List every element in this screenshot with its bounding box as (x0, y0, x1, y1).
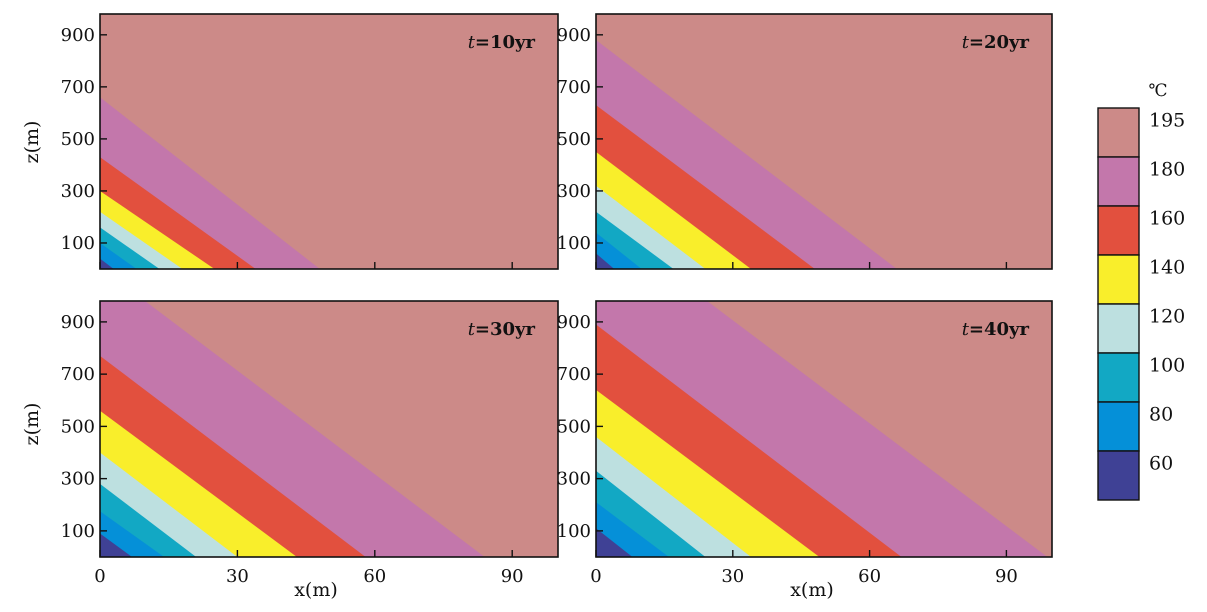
time-label: t=20yr (962, 32, 1030, 53)
colorbar-swatch-60 (1097, 450, 1140, 501)
colorbar: 195 180 160 140 120 100 80 60 ℃ (1097, 81, 1185, 501)
y-tick-label: 100 (61, 521, 95, 542)
band-60 (596, 253, 615, 269)
colorbar-swatch-140 (1097, 254, 1140, 305)
x-tick-label: 30 (226, 566, 249, 587)
band-60 (100, 258, 114, 269)
y-tick-label: 900 (61, 312, 95, 333)
band-60 (100, 533, 133, 557)
panel-2: 100 300 500 700 900 t=20yr (557, 13, 1053, 270)
x-axis-label: x(m) (294, 579, 338, 601)
y-tick-label: 500 (61, 416, 95, 437)
panel-frame (99, 300, 559, 558)
time-label-value: =40yr (969, 319, 1030, 340)
panel-frame (595, 13, 1053, 270)
time-label-t: t (962, 32, 970, 53)
colorbar-swatch-195 (1097, 107, 1140, 158)
x-tick-label: 90 (501, 566, 524, 587)
colorbar-swatch-160 (1097, 205, 1140, 256)
time-label-t: t (468, 32, 476, 53)
panel-frame (99, 13, 559, 270)
time-label-t: t (468, 319, 476, 340)
y-tick-label: 300 (61, 181, 95, 202)
y-tick-label: 300 (557, 181, 591, 202)
y-tick-label: 100 (557, 233, 591, 254)
y-axis-label: z(m) (21, 403, 43, 446)
x-axis-label: x(m) (790, 579, 834, 601)
y-tick-label: 300 (61, 469, 95, 490)
band-80 (596, 232, 642, 269)
band-80 (100, 242, 137, 269)
colorbar-swatch-80 (1097, 401, 1140, 452)
y-tick-label: 700 (61, 77, 95, 98)
time-label-value: =10yr (475, 32, 536, 53)
colorbar-label: 140 (1149, 257, 1185, 279)
colorbar-swatch-120 (1097, 303, 1140, 354)
y-tick-label: 100 (557, 521, 591, 542)
colorbar-unit: ℃ (1148, 81, 1167, 101)
x-tick-label: 90 (995, 566, 1018, 587)
time-label: t=40yr (962, 319, 1030, 340)
colorbar-label: 160 (1149, 208, 1185, 230)
y-tick-label: 500 (61, 129, 95, 150)
band-60 (596, 528, 633, 557)
time-label-t: t (962, 319, 970, 340)
colorbar-label: 195 (1149, 110, 1185, 132)
x-tick-label: 60 (363, 566, 386, 587)
y-tick-label: 700 (557, 364, 591, 385)
y-tick-label: 500 (557, 416, 591, 437)
y-tick-label: 300 (557, 469, 591, 490)
y-tick-label: 700 (61, 364, 95, 385)
colorbar-swatch-180 (1097, 156, 1140, 207)
panel-4: 0 30 60 90 100 300 500 700 900 t=40yr (557, 300, 1053, 587)
time-label: t=30yr (468, 319, 536, 340)
colorbar-label: 180 (1149, 159, 1185, 181)
panel-frame (595, 300, 1053, 558)
y-tick-label: 100 (61, 233, 95, 254)
time-label: t=10yr (468, 32, 536, 53)
x-tick-label: 60 (858, 566, 881, 587)
y-tick-label: 700 (557, 77, 591, 98)
x-tick-label: 30 (721, 566, 744, 587)
colorbar-label: 80 (1149, 404, 1173, 426)
time-label-value: =20yr (969, 32, 1030, 53)
panel-3: 0 30 60 90 100 300 500 700 900 t=30yr (61, 300, 559, 587)
colorbar-label: 120 (1149, 306, 1185, 328)
y-tick-label: 900 (61, 25, 95, 46)
x-tick-label: 0 (590, 566, 601, 587)
y-tick-label: 900 (557, 312, 591, 333)
colorbar-label: 100 (1149, 355, 1185, 377)
x-tick-label: 0 (94, 566, 105, 587)
y-tick-label: 900 (557, 25, 591, 46)
time-label-value: =30yr (475, 319, 536, 340)
colorbar-label: 60 (1149, 453, 1173, 475)
colorbar-swatch-100 (1097, 352, 1140, 403)
y-axis-label: z(m) (21, 121, 43, 164)
y-tick-label: 500 (557, 129, 591, 150)
panel-1: 100 300 500 700 900 t=10yr (61, 13, 559, 270)
